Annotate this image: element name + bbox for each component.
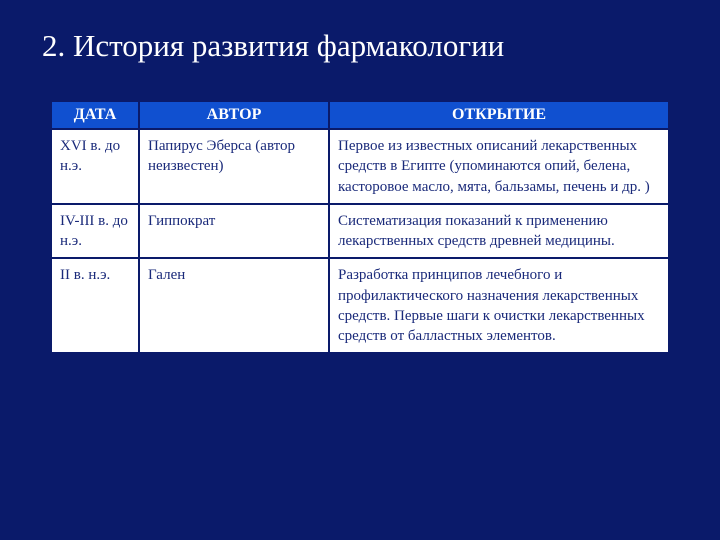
cell-author: Папирус Эберса (автор неизвестен)	[139, 129, 329, 204]
table-header-row: ДАТА АВТОР ОТКРЫТИЕ	[51, 101, 669, 129]
slide-title: 2. История развития фармакологии	[42, 28, 684, 64]
col-header-date: ДАТА	[51, 101, 139, 129]
col-header-author: АВТОР	[139, 101, 329, 129]
cell-date: II в. н.э.	[51, 258, 139, 353]
history-table: ДАТА АВТОР ОТКРЫТИЕ XVI в. до н.э. Папир…	[50, 100, 670, 354]
cell-discovery: Систематизация показаний к применению ле…	[329, 204, 669, 259]
table-row: II в. н.э. Гален Разработка принципов ле…	[51, 258, 669, 353]
slide: 2. История развития фармакологии ДАТА АВ…	[0, 0, 720, 540]
col-header-discovery: ОТКРЫТИЕ	[329, 101, 669, 129]
table-row: XVI в. до н.э. Папирус Эберса (автор неи…	[51, 129, 669, 204]
cell-author: Гален	[139, 258, 329, 353]
table-row: IV-III в. до н.э. Гиппократ Систематизац…	[51, 204, 669, 259]
cell-date: XVI в. до н.э.	[51, 129, 139, 204]
cell-author: Гиппократ	[139, 204, 329, 259]
cell-discovery: Первое из известных описаний лекарственн…	[329, 129, 669, 204]
table-container: ДАТА АВТОР ОТКРЫТИЕ XVI в. до н.э. Папир…	[36, 100, 684, 354]
cell-date: IV-III в. до н.э.	[51, 204, 139, 259]
cell-discovery: Разработка принципов лечебного и профила…	[329, 258, 669, 353]
